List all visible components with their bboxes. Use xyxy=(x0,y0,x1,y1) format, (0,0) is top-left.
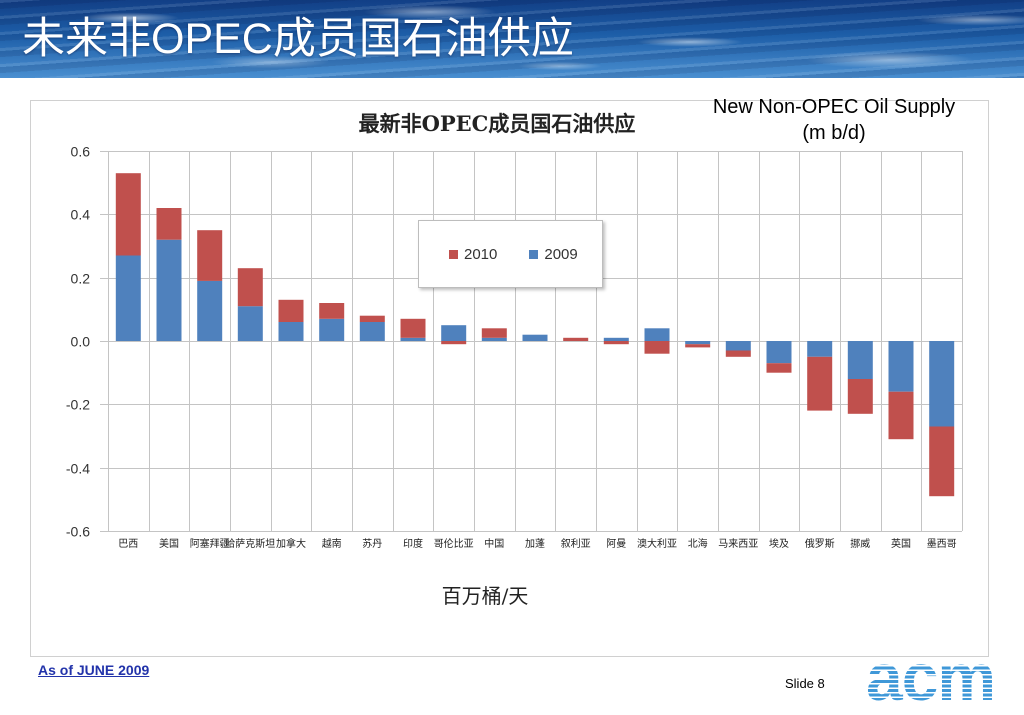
bar-2010 xyxy=(725,350,751,357)
x-axis-label: 百万桶/天 xyxy=(442,584,529,608)
legend-item-2010: 2010 xyxy=(449,246,497,263)
bar-2009 xyxy=(156,239,182,341)
title-banner: 未来非OPEC成员国石油供应 xyxy=(0,0,1024,78)
legend-swatch-2010 xyxy=(449,249,458,259)
bar-2009 xyxy=(847,341,873,379)
acm-logo: acm xyxy=(866,640,996,714)
bar-2009 xyxy=(359,322,385,341)
bar-2010 xyxy=(807,356,833,411)
bar-2009 xyxy=(441,325,467,341)
chart-title: 最新非OPEC成员国石油供应 xyxy=(359,111,636,136)
x-tick-label: 苏丹 xyxy=(362,537,382,550)
bar-2009 xyxy=(522,334,548,341)
bar-2009 xyxy=(725,341,751,351)
bar-2009 xyxy=(644,328,670,341)
legend-label-2010: 2010 xyxy=(464,245,498,263)
x-tick-label: 哥伦比亚 xyxy=(434,537,474,550)
bar-2009 xyxy=(400,337,426,341)
bar-2010 xyxy=(929,426,955,497)
bar-2010 xyxy=(847,379,873,414)
bar-2009 xyxy=(197,280,223,341)
chart-legend: 2010 2009 xyxy=(418,220,603,288)
bar-2010 xyxy=(237,268,263,307)
bar-2009 xyxy=(685,341,711,345)
bar-2010 xyxy=(319,303,345,319)
x-tick-label: 埃及 xyxy=(769,537,789,550)
legend-label-2009: 2009 xyxy=(544,245,578,263)
x-tick-label: 叙利亚 xyxy=(561,537,591,550)
y-tick-label: 0.2 xyxy=(71,271,91,287)
x-tick-label: 英国 xyxy=(891,537,911,550)
bar-2010 xyxy=(603,341,629,345)
bar-2009 xyxy=(888,341,914,392)
x-tick-label: 马来西亚 xyxy=(718,538,758,550)
bar-2010 xyxy=(115,173,141,256)
bar-2010 xyxy=(156,208,182,240)
as-of-date-link[interactable]: As of JUNE 2009 xyxy=(38,662,150,678)
bar-2009 xyxy=(929,341,955,427)
x-tick-label: 加拿大 xyxy=(276,537,306,550)
bar-2010 xyxy=(888,391,914,440)
units-note-line2: (m b/d) xyxy=(802,122,866,144)
x-tick-label: 澳大利亚 xyxy=(637,537,677,550)
x-tick-label: 越南 xyxy=(322,537,342,550)
bar-2009 xyxy=(807,341,833,357)
x-tick-label: 阿塞拜疆 xyxy=(190,537,230,550)
bar-2009 xyxy=(481,337,507,341)
x-tick-label: 北海 xyxy=(688,537,708,550)
bar-2010 xyxy=(563,337,589,341)
slide-title: 未来非OPEC成员国石油供应 xyxy=(22,15,574,63)
bar-2010 xyxy=(481,328,507,338)
x-tick-label: 印度 xyxy=(403,537,423,550)
x-tick-label: 加蓬 xyxy=(525,538,545,550)
bar-2009 xyxy=(237,306,263,341)
bar-2010 xyxy=(644,341,670,354)
x-tick-label: 墨西哥 xyxy=(927,538,957,550)
bar-2010 xyxy=(400,318,426,338)
bar-2009 xyxy=(115,255,141,341)
y-tick-label: -0.4 xyxy=(66,461,90,477)
bars xyxy=(115,173,955,497)
slide-number: Slide 8 xyxy=(785,676,825,691)
legend-swatch-2009 xyxy=(529,249,539,259)
x-tick-label: 挪威 xyxy=(850,537,870,550)
bar-2009 xyxy=(278,322,304,341)
x-tick-label: 阿曼 xyxy=(606,538,626,550)
x-tick-label: 中国 xyxy=(484,537,504,550)
gridlines xyxy=(100,151,963,532)
bar-2010 xyxy=(359,315,385,322)
y-tick-label: -0.2 xyxy=(66,397,90,413)
y-tick-label: 0.0 xyxy=(71,334,91,350)
y-tick-label: 0.6 xyxy=(71,144,91,160)
units-note: New Non-OPEC Oil Supply (m b/d) xyxy=(684,94,984,146)
bar-2010 xyxy=(278,299,304,322)
y-tick-label: 0.4 xyxy=(71,207,91,223)
units-note-line1: New Non-OPEC Oil Supply xyxy=(712,96,956,118)
y-tick-label: -0.6 xyxy=(66,524,90,540)
bar-2009 xyxy=(603,337,629,341)
bar-2010 xyxy=(766,363,792,373)
x-tick-label: 俄罗斯 xyxy=(805,537,835,550)
x-tick-label: 哈萨克斯坦 xyxy=(225,537,275,550)
bar-2009 xyxy=(766,341,792,364)
x-tick-label: 巴西 xyxy=(118,538,138,550)
legend-item-2009: 2009 xyxy=(529,245,578,263)
bar-2010 xyxy=(197,230,223,281)
x-tick-label: 美国 xyxy=(159,537,179,550)
bar-2010 xyxy=(685,344,711,348)
bar-2010 xyxy=(441,341,467,345)
bar-2009 xyxy=(319,318,345,341)
